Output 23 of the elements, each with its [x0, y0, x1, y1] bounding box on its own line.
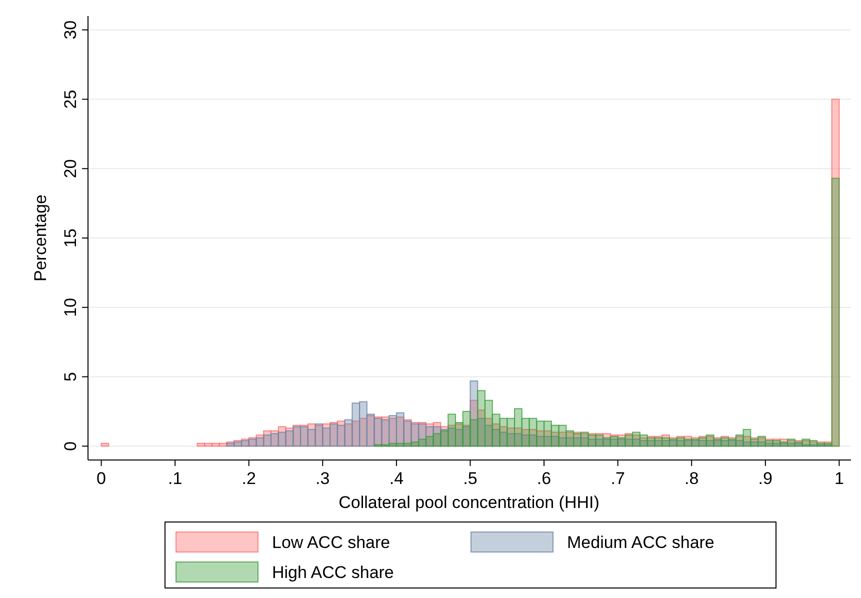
x-tick-label: .5 — [463, 469, 478, 488]
y-tick-label: 25 — [61, 90, 80, 109]
y-tick-label: 10 — [61, 298, 80, 317]
legend-label: High ACC share — [272, 563, 394, 582]
x-tick-label: .9 — [758, 469, 772, 488]
x-tick-label: .1 — [168, 469, 182, 488]
x-tick-label: .7 — [610, 469, 625, 488]
y-tick-label: 20 — [61, 159, 80, 178]
x-tick-label: .6 — [536, 469, 552, 488]
y-axis-title: Percentage — [31, 194, 50, 282]
y-tick-label: 0 — [61, 441, 80, 451]
y-tick-label: 5 — [61, 372, 80, 382]
legend-label: Low ACC share — [272, 533, 390, 552]
y-tick-label: 15 — [61, 228, 80, 248]
x-tick-label: .4 — [389, 469, 404, 488]
y-tick-label: 30 — [61, 20, 80, 40]
x-tick-label: 1 — [834, 469, 844, 488]
x-tick-label: .3 — [316, 469, 330, 488]
x-tick-label: .2 — [242, 469, 256, 488]
x-tick-label: 0 — [96, 469, 106, 488]
legend-label: Medium ACC share — [567, 533, 714, 552]
x-tick-label: .8 — [684, 469, 699, 488]
x-axis-title: Collateral pool concentration (HHI) — [338, 493, 600, 512]
